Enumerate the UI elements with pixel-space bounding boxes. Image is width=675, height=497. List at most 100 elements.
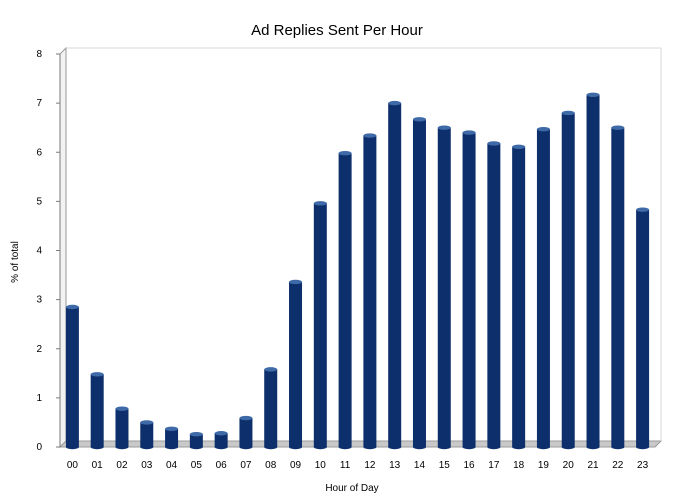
bar-top xyxy=(65,304,79,310)
bar xyxy=(586,94,600,448)
y-tick-label: 0 xyxy=(36,442,42,453)
bar-top xyxy=(487,141,501,146)
bar xyxy=(338,153,352,448)
x-tick-label: 02 xyxy=(116,460,128,471)
bar-base xyxy=(140,444,154,450)
y-tick-label: 3 xyxy=(36,295,42,306)
bar-top xyxy=(561,110,575,116)
bar xyxy=(412,119,426,448)
bar-base xyxy=(264,444,278,450)
x-tick-label: 03 xyxy=(141,460,153,471)
bar-base xyxy=(536,444,550,450)
bar-base xyxy=(462,444,476,450)
bar-base xyxy=(90,444,104,450)
bar xyxy=(189,434,203,447)
y-tick-label: 8 xyxy=(36,49,42,60)
side-wall xyxy=(59,46,67,449)
bar-top xyxy=(462,130,476,135)
x-tick-label: 16 xyxy=(464,460,476,471)
bar xyxy=(512,146,526,447)
x-tick-label: 19 xyxy=(538,460,550,471)
bar-top xyxy=(412,117,426,122)
bar-base xyxy=(363,444,377,450)
bar-top xyxy=(586,92,600,97)
x-tick-label: 12 xyxy=(364,460,376,471)
x-tick-label: 01 xyxy=(92,460,104,471)
bar-base xyxy=(561,444,575,450)
bar xyxy=(264,369,278,447)
bar-top xyxy=(611,125,625,130)
bar-top xyxy=(140,420,154,425)
bar xyxy=(140,422,154,447)
chart-title: Ad Replies Sent Per Hour xyxy=(251,22,423,39)
bar-base xyxy=(313,444,327,450)
x-tick-label: 18 xyxy=(513,460,525,471)
y-tick-label: 2 xyxy=(36,344,42,355)
bar-base xyxy=(214,444,228,450)
x-tick-label: 13 xyxy=(389,460,401,471)
bar-top xyxy=(90,372,104,377)
x-tick-label: 23 xyxy=(637,460,649,471)
x-tick-label: 00 xyxy=(67,460,79,471)
bar xyxy=(313,203,327,447)
x-tick-label: 04 xyxy=(166,460,178,471)
bar xyxy=(388,103,402,447)
bar-top xyxy=(214,431,228,436)
bar xyxy=(611,127,625,447)
bar xyxy=(487,143,501,447)
y-axis-label: % of total xyxy=(10,241,21,283)
bar-top xyxy=(264,367,278,372)
x-tick-label: 17 xyxy=(488,460,500,471)
bar xyxy=(536,129,550,447)
bar-base xyxy=(338,444,352,450)
bar-base xyxy=(412,444,426,450)
bar-base xyxy=(487,444,501,450)
bar xyxy=(239,418,253,447)
bar-base xyxy=(512,444,526,450)
bar xyxy=(165,428,179,447)
x-tick-label: 08 xyxy=(265,460,277,471)
x-tick-label: 07 xyxy=(240,460,252,471)
y-tick-label: 7 xyxy=(36,98,42,109)
bar xyxy=(437,127,451,447)
x-tick-label: 15 xyxy=(439,460,451,471)
bar-top xyxy=(165,426,179,432)
bar-top xyxy=(189,432,203,437)
bar-top xyxy=(289,279,303,285)
bar-top xyxy=(338,151,352,156)
x-axis-label: Hour of Day xyxy=(325,483,378,494)
y-tick-label: 6 xyxy=(36,147,42,158)
x-tick-label: 06 xyxy=(216,460,228,471)
bar xyxy=(636,209,650,447)
bar-base xyxy=(165,444,179,450)
bar-base xyxy=(611,444,625,450)
x-tick-label: 20 xyxy=(563,460,575,471)
x-tick-label: 10 xyxy=(315,460,327,471)
x-tick-label: 21 xyxy=(587,460,599,471)
bar xyxy=(65,306,79,447)
y-tick-label: 5 xyxy=(36,196,42,207)
bar xyxy=(289,281,303,447)
bar-top xyxy=(437,125,451,130)
bar-top xyxy=(536,126,550,132)
bar xyxy=(90,374,104,447)
bar-base xyxy=(65,444,79,450)
bar xyxy=(115,408,129,447)
bar-base xyxy=(289,444,303,450)
y-tick-label: 4 xyxy=(36,246,42,257)
bar xyxy=(561,112,575,447)
bar xyxy=(462,132,476,447)
bar-top xyxy=(636,207,650,212)
bar-top xyxy=(363,133,377,138)
bar-base xyxy=(115,444,129,450)
bar-top xyxy=(239,415,253,421)
x-tick-label: 22 xyxy=(612,460,624,471)
x-tick-label: 05 xyxy=(191,460,203,471)
bar-base xyxy=(636,444,650,450)
x-tick-label: 14 xyxy=(414,460,426,471)
y-tick-label: 1 xyxy=(36,393,42,404)
bar xyxy=(214,433,228,447)
bar-top xyxy=(388,100,402,106)
